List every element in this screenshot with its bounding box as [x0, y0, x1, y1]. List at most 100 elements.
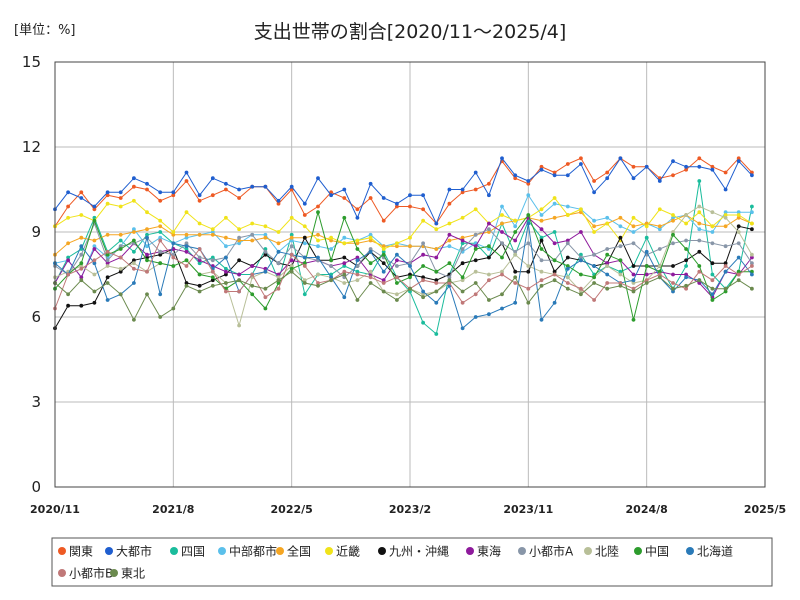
data-point	[605, 252, 610, 257]
series-line	[54, 180, 753, 335]
data-point	[132, 176, 136, 181]
data-point	[158, 235, 163, 240]
data-point	[118, 292, 123, 297]
data-point	[210, 193, 215, 198]
data-point	[118, 232, 123, 237]
y-tick-label: 3	[31, 393, 41, 411]
data-point	[132, 230, 136, 234]
data-point	[210, 232, 215, 237]
data-point	[421, 252, 425, 257]
data-point	[302, 224, 307, 229]
data-point	[105, 252, 110, 257]
data-point	[671, 213, 675, 217]
chart-title: 支出世帯の割合[2020/11～2025/4]	[254, 21, 567, 43]
data-point	[684, 264, 688, 268]
data-point	[684, 238, 688, 243]
data-point	[500, 272, 504, 277]
data-point	[302, 241, 307, 246]
data-point	[316, 283, 320, 288]
data-point	[684, 283, 688, 288]
data-point	[710, 272, 715, 277]
data-point	[408, 261, 412, 266]
data-point	[276, 281, 281, 285]
data-point	[421, 241, 425, 246]
data-point	[237, 241, 242, 246]
data-point	[723, 210, 728, 215]
data-point	[605, 221, 610, 226]
data-point	[631, 215, 636, 220]
data-point	[697, 221, 702, 226]
data-point	[224, 255, 228, 260]
data-point	[618, 283, 623, 288]
data-point	[618, 235, 623, 240]
data-point	[92, 238, 97, 243]
data-point	[539, 227, 544, 232]
data-point	[408, 289, 412, 294]
data-point	[118, 244, 123, 249]
data-point	[92, 261, 97, 266]
data-point	[750, 221, 754, 226]
data-point	[736, 224, 741, 229]
data-point	[539, 167, 544, 172]
data-point	[434, 247, 439, 251]
data-point	[710, 298, 715, 302]
data-point	[210, 176, 215, 181]
data-point	[105, 232, 110, 237]
data-point	[460, 187, 465, 192]
data-point	[447, 275, 452, 280]
series-line	[54, 223, 753, 330]
data-point	[105, 281, 110, 285]
data-point	[210, 258, 215, 263]
data-point	[605, 176, 610, 181]
data-point	[565, 173, 570, 178]
data-point	[184, 241, 189, 246]
data-point	[132, 266, 136, 271]
data-point	[210, 275, 215, 280]
data-point	[736, 230, 741, 234]
data-point	[66, 255, 70, 260]
data-point	[105, 275, 110, 280]
data-point	[736, 213, 741, 217]
data-point	[368, 247, 373, 251]
series-lines	[53, 156, 754, 336]
data-point	[631, 286, 636, 291]
data-point	[473, 207, 478, 212]
data-point	[750, 170, 754, 175]
data-point	[105, 261, 110, 266]
data-point	[447, 278, 452, 283]
data-point	[697, 281, 702, 285]
data-point	[145, 181, 149, 186]
data-point	[237, 323, 242, 328]
data-point	[381, 247, 386, 251]
data-point	[66, 272, 70, 277]
legend-label: 北陸	[595, 545, 619, 559]
data-point	[276, 261, 281, 266]
data-point	[710, 224, 715, 229]
data-point	[487, 193, 491, 198]
data-point	[184, 283, 189, 288]
data-point	[105, 193, 110, 198]
data-point	[171, 230, 176, 234]
data-point	[79, 275, 84, 280]
data-point	[184, 264, 189, 268]
data-point	[460, 261, 465, 266]
data-point	[473, 232, 478, 237]
data-point	[289, 252, 294, 257]
data-point	[250, 184, 255, 189]
data-point	[289, 215, 294, 220]
data-point	[289, 244, 294, 249]
data-point	[657, 247, 662, 251]
data-point	[552, 230, 557, 234]
data-point	[487, 244, 491, 249]
data-point	[79, 266, 84, 271]
data-point	[644, 224, 649, 229]
data-point	[750, 255, 754, 260]
data-point	[710, 292, 715, 297]
data-point	[447, 244, 452, 249]
series-line	[54, 210, 752, 320]
data-point	[408, 272, 412, 277]
data-point	[224, 181, 228, 186]
data-point	[460, 190, 465, 195]
data-point	[316, 176, 320, 181]
data-point	[184, 247, 189, 251]
